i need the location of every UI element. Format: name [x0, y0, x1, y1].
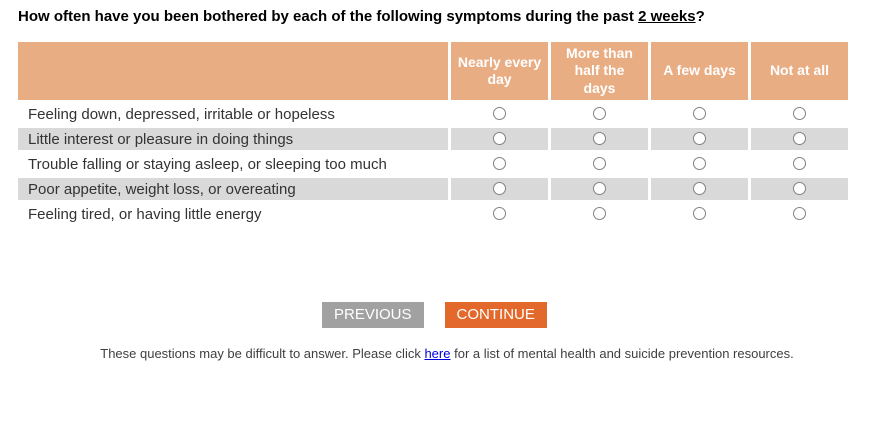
previous-button[interactable]: PREVIOUS	[322, 302, 424, 328]
header-empty-cell	[18, 42, 448, 100]
symptom-label: Feeling tired, or having little energy	[18, 203, 448, 225]
radio-row5-nearly-every-day[interactable]	[493, 207, 506, 221]
continue-button[interactable]: CONTINUE	[444, 302, 547, 328]
radio-row4-nearly-every-day[interactable]	[493, 182, 506, 196]
radio-row2-not-at-all[interactable]	[793, 132, 806, 146]
table-row: Feeling tired, or having little energy	[18, 203, 848, 225]
radio-row4-a-few-days[interactable]	[693, 182, 706, 196]
radio-row2-a-few-days[interactable]	[693, 132, 706, 146]
radio-row2-more-than-half[interactable]	[593, 132, 606, 146]
question-title-suffix: ?	[695, 8, 705, 25]
resources-note: These questions may be difficult to answ…	[0, 346, 894, 361]
radio-row1-nearly-every-day[interactable]	[493, 107, 506, 121]
navigation-buttons: PREVIOUS CONTINUE	[322, 302, 547, 328]
table-row: Feeling down, depressed, irritable or ho…	[18, 103, 848, 125]
header-more-than-half-the-days: More than half the days	[551, 42, 648, 100]
symptom-label: Feeling down, depressed, irritable or ho…	[18, 103, 448, 125]
radio-row5-a-few-days[interactable]	[693, 207, 706, 221]
question-title-timeframe: 2 weeks	[638, 8, 696, 25]
symptom-label: Trouble falling or staying asleep, or sl…	[18, 153, 448, 175]
header-not-at-all: Not at all	[751, 42, 848, 100]
table-row: Little interest or pleasure in doing thi…	[18, 128, 848, 150]
symptom-label: Poor appetite, weight loss, or overeatin…	[18, 178, 448, 200]
radio-row2-nearly-every-day[interactable]	[493, 132, 506, 146]
radio-row1-not-at-all[interactable]	[793, 107, 806, 121]
radio-row3-a-few-days[interactable]	[693, 157, 706, 171]
header-a-few-days: A few days	[651, 42, 748, 100]
radio-row4-more-than-half[interactable]	[593, 182, 606, 196]
header-nearly-every-day: Nearly every day	[451, 42, 548, 100]
radio-row1-a-few-days[interactable]	[693, 107, 706, 121]
table-row: Trouble falling or staying asleep, or sl…	[18, 153, 848, 175]
resources-note-suffix: for a list of mental health and suicide …	[450, 346, 794, 361]
resources-note-text: These questions may be difficult to answ…	[100, 346, 425, 361]
radio-row5-not-at-all[interactable]	[793, 207, 806, 221]
radio-row3-nearly-every-day[interactable]	[493, 157, 506, 171]
radio-row3-not-at-all[interactable]	[793, 157, 806, 171]
symptom-frequency-table: Nearly every day More than half the days…	[15, 39, 851, 228]
radio-row4-not-at-all[interactable]	[793, 182, 806, 196]
question-title-text: How often have you been bothered by each…	[18, 8, 639, 25]
resources-link[interactable]: here	[424, 346, 451, 361]
radio-row5-more-than-half[interactable]	[593, 207, 606, 221]
table-row: Poor appetite, weight loss, or overeatin…	[18, 178, 848, 200]
table-header-row: Nearly every day More than half the days…	[18, 42, 848, 100]
radio-row1-more-than-half[interactable]	[593, 107, 606, 121]
radio-row3-more-than-half[interactable]	[593, 157, 606, 171]
symptom-label: Little interest or pleasure in doing thi…	[18, 128, 448, 150]
question-title: How often have you been bothered by each…	[18, 8, 705, 25]
